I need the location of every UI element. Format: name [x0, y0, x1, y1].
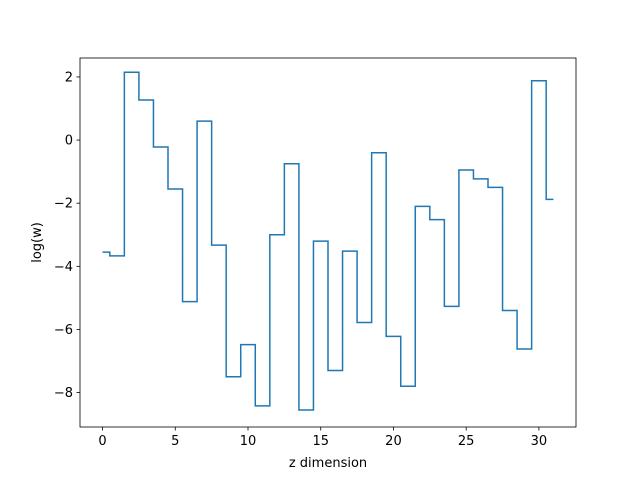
y-tick-label: −2 [54, 197, 73, 212]
x-axis-ticks: 0 5 10 15 20 25 30 [98, 427, 547, 449]
y-tick-label: −8 [54, 386, 73, 401]
y-tick-label: −6 [54, 323, 73, 338]
x-tick-label: 10 [240, 434, 257, 449]
x-tick-label: 0 [98, 434, 106, 449]
x-tick-label: 5 [171, 434, 179, 449]
x-tick-label: 20 [385, 434, 402, 449]
plot-frame [79, 57, 577, 428]
y-tick-label: 2 [65, 70, 73, 85]
x-tick-label: 30 [531, 434, 548, 449]
x-tick-label: 25 [458, 434, 475, 449]
y-tick-label: 0 [65, 134, 73, 149]
y-axis-label: log(w) [30, 222, 45, 263]
x-tick-label: 15 [312, 434, 329, 449]
x-axis-label: z dimension [289, 456, 367, 471]
y-tick-label: −4 [54, 260, 73, 275]
y-axis-ticks: −8 −6 −4 −2 0 2 [54, 70, 80, 401]
series-line [102, 71, 554, 411]
